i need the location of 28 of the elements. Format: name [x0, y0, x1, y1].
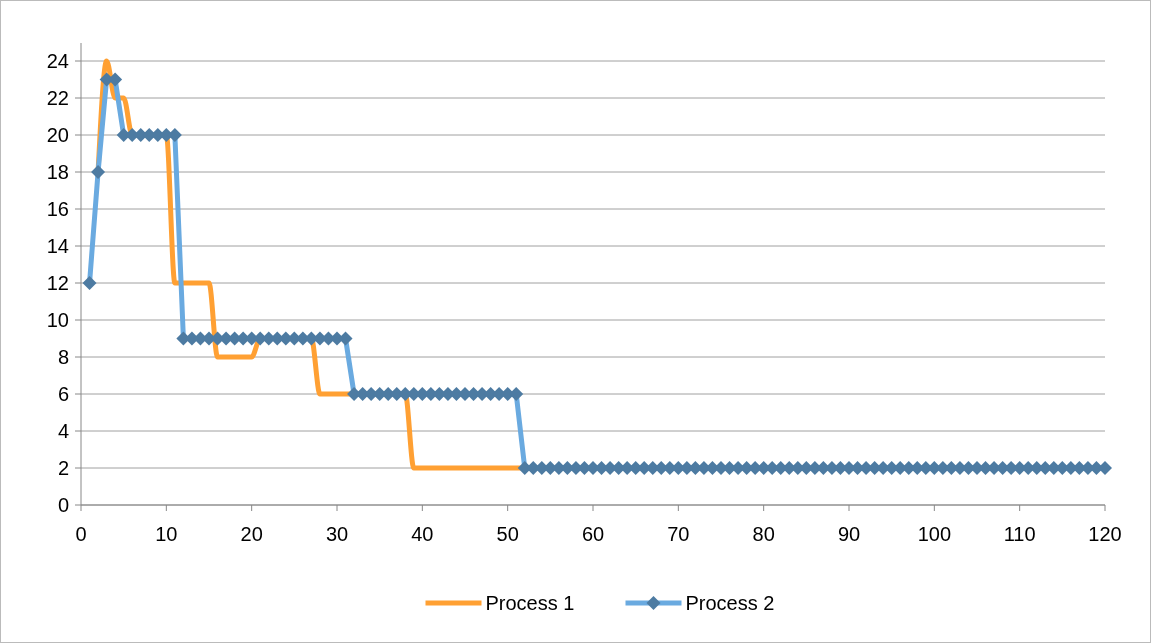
- x-tick-label: 60: [581, 523, 605, 545]
- x-tick-label: 40: [411, 523, 434, 545]
- x-tick-label: 110: [1003, 523, 1036, 545]
- x-tick-label: 30: [325, 523, 349, 545]
- y-tick-label: 10: [46, 309, 69, 331]
- y-tick-label: 16: [46, 198, 69, 220]
- x-tick-label: 100: [917, 523, 952, 545]
- y-tick-label: 14: [46, 235, 69, 257]
- x-tick-label: 80: [752, 523, 775, 545]
- y-tick-label: 20: [46, 124, 69, 146]
- y-tick-label: 6: [57, 383, 69, 405]
- x-tick-label: 50: [496, 523, 519, 545]
- y-tick-label: 4: [57, 420, 69, 442]
- x-tick-label: 70: [667, 523, 690, 545]
- legend-label: Process 1: [485, 592, 575, 614]
- y-tick-label: 24: [46, 50, 69, 72]
- x-tick-label: 0: [75, 523, 87, 545]
- y-tick-label: 8: [57, 346, 69, 368]
- y-tick-label: 18: [46, 161, 69, 183]
- x-tick-label: 10: [155, 523, 178, 545]
- y-tick-label: 12: [46, 272, 69, 294]
- y-tick-label: 0: [57, 494, 69, 516]
- y-tick-label: 22: [46, 87, 69, 109]
- x-tick-label: 120: [1088, 523, 1122, 545]
- x-tick-label: 90: [837, 523, 861, 545]
- legend-label: Process 2: [685, 592, 775, 614]
- y-tick-label: 2: [57, 457, 69, 479]
- x-tick-label: 20: [240, 523, 263, 545]
